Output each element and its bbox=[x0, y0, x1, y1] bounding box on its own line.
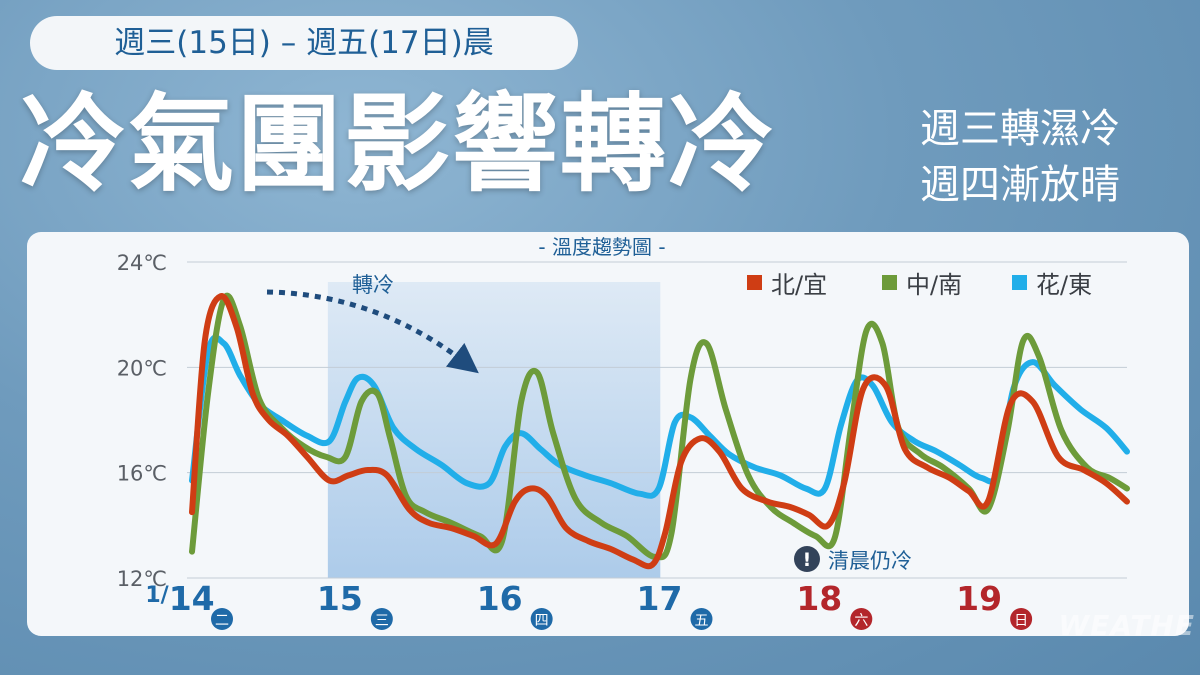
headline: 冷氣團影響轉冷 bbox=[20, 83, 776, 206]
y-tick-label: 20℃ bbox=[117, 356, 167, 380]
weekday-label-4: 六 bbox=[854, 613, 868, 629]
x-day-label-3: 17 bbox=[637, 579, 683, 618]
series-line-2 bbox=[189, 334, 1130, 499]
legend-label-2: 花/東 bbox=[1036, 271, 1092, 299]
y-tick-label: 12℃ bbox=[117, 567, 167, 591]
y-tick-label: 16℃ bbox=[117, 462, 167, 486]
x-day-label-1: 15 bbox=[317, 579, 363, 618]
chart-panel: 24℃ 20℃ 16℃ 12℃ 轉冷! 清晨仍冷 - 溫度趨勢圖 - 北/宜 中/南 花/東… bbox=[27, 232, 1194, 642]
x-day-label-4: 18 bbox=[796, 579, 842, 618]
weekday-badge-0 bbox=[211, 608, 233, 630]
watermark: WEATHE bbox=[1058, 609, 1195, 642]
weekday-badge-5 bbox=[1010, 608, 1033, 630]
weekday-label-2: 四 bbox=[535, 613, 549, 629]
subline-thursday: 週四漸放晴 bbox=[920, 162, 1120, 208]
weekday-badge-4 bbox=[850, 608, 873, 630]
cooling-arrow bbox=[266, 289, 479, 374]
subline-wednesday: 週三轉濕冷 bbox=[920, 106, 1120, 152]
date-range-pill: 週三(15日) – 週五(17日)晨 bbox=[30, 16, 578, 70]
alert-icon-glyph: ! bbox=[803, 549, 812, 571]
legend-swatch-0 bbox=[747, 275, 762, 290]
x-day-label-5: 19 bbox=[956, 579, 1002, 618]
cooling-label: 轉冷 bbox=[352, 273, 394, 297]
series-line-0 bbox=[189, 293, 1130, 570]
x-day-label-0: 1/14 bbox=[145, 579, 214, 618]
weekday-badge-3 bbox=[690, 608, 713, 630]
legend-label-0: 北/宜 bbox=[771, 271, 827, 299]
legend-swatch-1 bbox=[882, 275, 897, 290]
alert-icon bbox=[794, 546, 820, 572]
weekday-label-1: 三 bbox=[375, 613, 389, 629]
weekday-badge-1 bbox=[370, 608, 393, 630]
legend-label-1: 中/南 bbox=[906, 271, 962, 299]
weekday-label-0: 二 bbox=[215, 613, 229, 629]
temperature-trend-chart: 24℃ 20℃ 16℃ 12℃ 轉冷! 清晨仍冷 - 溫度趨勢圖 - 北/宜 中/南 花/東… bbox=[117, 235, 1130, 630]
x-day-label-2: 16 bbox=[477, 579, 523, 618]
morning-cold-label: 清晨仍冷 bbox=[828, 549, 912, 573]
weekday-label-3: 五 bbox=[694, 613, 708, 629]
cooling-period-highlight bbox=[327, 282, 661, 578]
legend-swatch-2 bbox=[1012, 275, 1027, 290]
weekday-label-5: 日 bbox=[1014, 613, 1028, 629]
weekday-badge-2 bbox=[530, 608, 553, 630]
y-tick-label: 24℃ bbox=[117, 251, 167, 275]
chart-title: - 溫度趨勢圖 - bbox=[538, 235, 665, 259]
